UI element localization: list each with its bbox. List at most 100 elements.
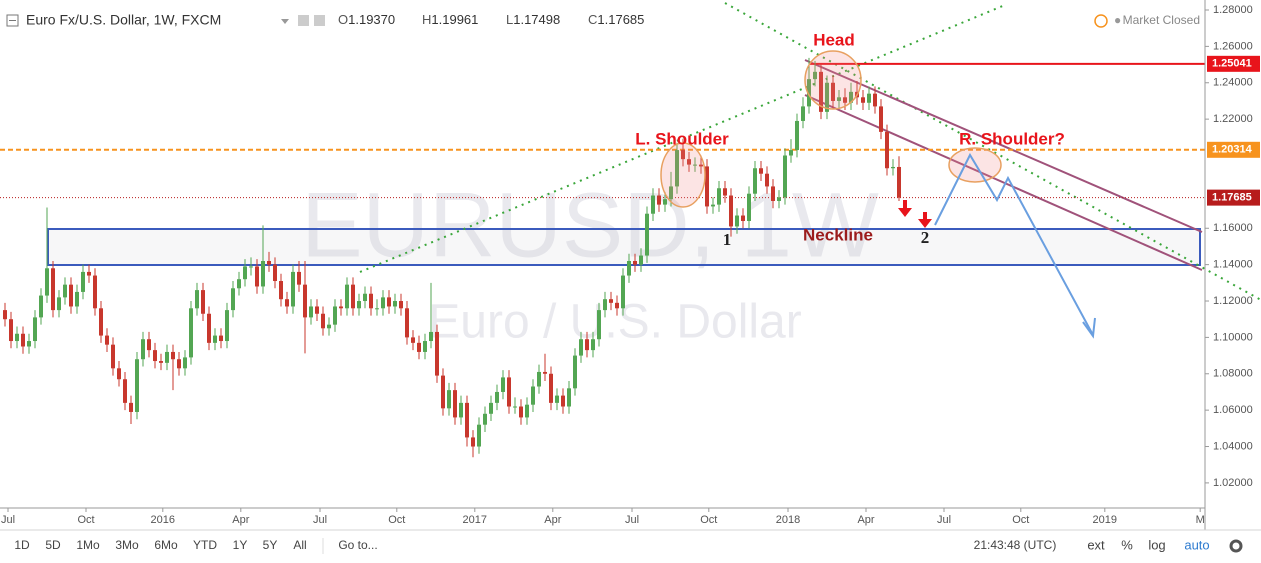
candle-body <box>381 297 385 309</box>
candle-body <box>609 299 613 303</box>
scale-option[interactable]: log <box>1148 537 1165 552</box>
range-button[interactable]: 1Mo <box>76 538 100 552</box>
candle-body <box>75 291 79 307</box>
candle-body <box>153 350 157 362</box>
x-tick-label: Jul <box>937 514 951 526</box>
candle-body <box>651 195 655 214</box>
candle-body <box>459 402 463 418</box>
candle-body <box>267 261 271 265</box>
eye-icon[interactable] <box>298 15 309 26</box>
ohlc-number: 1.17498 <box>513 12 560 27</box>
candle-body <box>195 290 199 309</box>
y-tick-label: 1.10000 <box>1213 331 1253 343</box>
x-tick-label: Jul <box>1 514 15 526</box>
candle-body <box>807 79 811 107</box>
y-tick-label: 1.16000 <box>1213 222 1253 234</box>
y-tick-label: 1.04000 <box>1213 440 1253 452</box>
candle-body <box>891 166 895 169</box>
candle-body <box>561 395 565 407</box>
candle-body <box>765 173 769 187</box>
settings-icon[interactable] <box>314 15 325 26</box>
candle-body <box>279 281 283 300</box>
candle-body <box>525 404 529 418</box>
candle-body <box>225 310 229 342</box>
candle-body <box>81 271 85 292</box>
x-tick-label: Apr <box>857 514 874 526</box>
range-button[interactable]: 5Y <box>263 538 278 552</box>
x-tick-label: Oct <box>1012 514 1029 526</box>
scale-option[interactable]: % <box>1121 537 1133 552</box>
candle-body <box>261 261 265 287</box>
down-arrow <box>898 200 912 217</box>
candle-body <box>477 424 481 447</box>
candle-body <box>717 188 721 205</box>
candle-body <box>291 271 295 307</box>
x-tick-label: Jul <box>625 514 639 526</box>
candle-body <box>669 186 673 200</box>
candle-body <box>801 106 805 121</box>
collapse-icon[interactable] <box>6 14 19 27</box>
candle-body <box>87 271 91 276</box>
candle-body <box>39 295 43 318</box>
symbol-dropdown[interactable] <box>281 19 289 24</box>
ohlc-key: L <box>506 12 513 27</box>
candle-body <box>423 341 427 352</box>
range-button[interactable]: YTD <box>193 538 217 552</box>
annotation-point: 2 <box>921 228 930 247</box>
candle-body <box>93 275 97 309</box>
candle-body <box>453 390 457 418</box>
symbol-title: Euro Fx/U.S. Dollar, 1W, FXCM <box>26 12 221 28</box>
y-tick-label: 1.24000 <box>1213 77 1253 89</box>
projection-arrowhead <box>1082 317 1096 339</box>
candle-body <box>417 342 421 352</box>
candle-body <box>33 317 37 342</box>
range-button[interactable]: 1D <box>14 538 30 552</box>
scale-option[interactable]: ext <box>1087 537 1105 552</box>
ohlc-value: L1.17498 <box>506 12 560 27</box>
candle-body <box>3 310 7 320</box>
candle-body <box>447 390 451 409</box>
candle-body <box>687 159 691 165</box>
neckline-zone <box>47 228 1201 266</box>
candle-body <box>435 331 439 376</box>
range-button[interactable]: 3Mo <box>115 538 139 552</box>
go-to-button[interactable]: Go to... <box>338 538 377 552</box>
ohlc-number: 1.19370 <box>348 12 395 27</box>
channel-line <box>804 59 1203 233</box>
candle-body <box>237 279 241 289</box>
candle-body <box>603 299 607 311</box>
candle-body <box>393 301 397 307</box>
shoulder-ellipse <box>660 142 706 208</box>
candle-body <box>831 82 835 101</box>
x-tick-label: M <box>1196 514 1205 526</box>
range-button[interactable]: 1Y <box>233 538 248 552</box>
candle-body <box>369 293 373 309</box>
candle-body <box>879 106 883 132</box>
range-button[interactable]: 6Mo <box>154 538 178 552</box>
x-tick-label: Oct <box>388 514 405 526</box>
settings-gear[interactable] <box>1229 539 1243 553</box>
candle-body <box>483 413 487 425</box>
clock: 21:43:48 (UTC) <box>974 538 1057 552</box>
candle-body <box>309 306 313 318</box>
x-tick-label: 2018 <box>776 514 800 526</box>
price-level-badge <box>1207 189 1260 206</box>
candle-body <box>489 402 493 414</box>
candle-body <box>465 402 469 438</box>
candle-body <box>513 406 517 408</box>
x-tick-label: Apr <box>232 514 249 526</box>
candle-body <box>123 379 127 403</box>
candle-body <box>21 333 25 347</box>
scale-option[interactable]: auto <box>1184 537 1209 552</box>
candle-body <box>351 284 355 309</box>
annotation-right-shoulder: R. Shoulder? <box>959 129 1065 148</box>
candle-body <box>429 331 433 342</box>
range-button[interactable]: 5D <box>45 538 61 552</box>
candle-body <box>789 150 793 156</box>
watermark-symbol: EURUSD, 1W <box>301 174 879 276</box>
candle-body <box>741 215 745 221</box>
range-button[interactable]: All <box>293 538 306 552</box>
candle-body <box>69 284 73 307</box>
y-tick-label: 1.12000 <box>1213 295 1253 307</box>
